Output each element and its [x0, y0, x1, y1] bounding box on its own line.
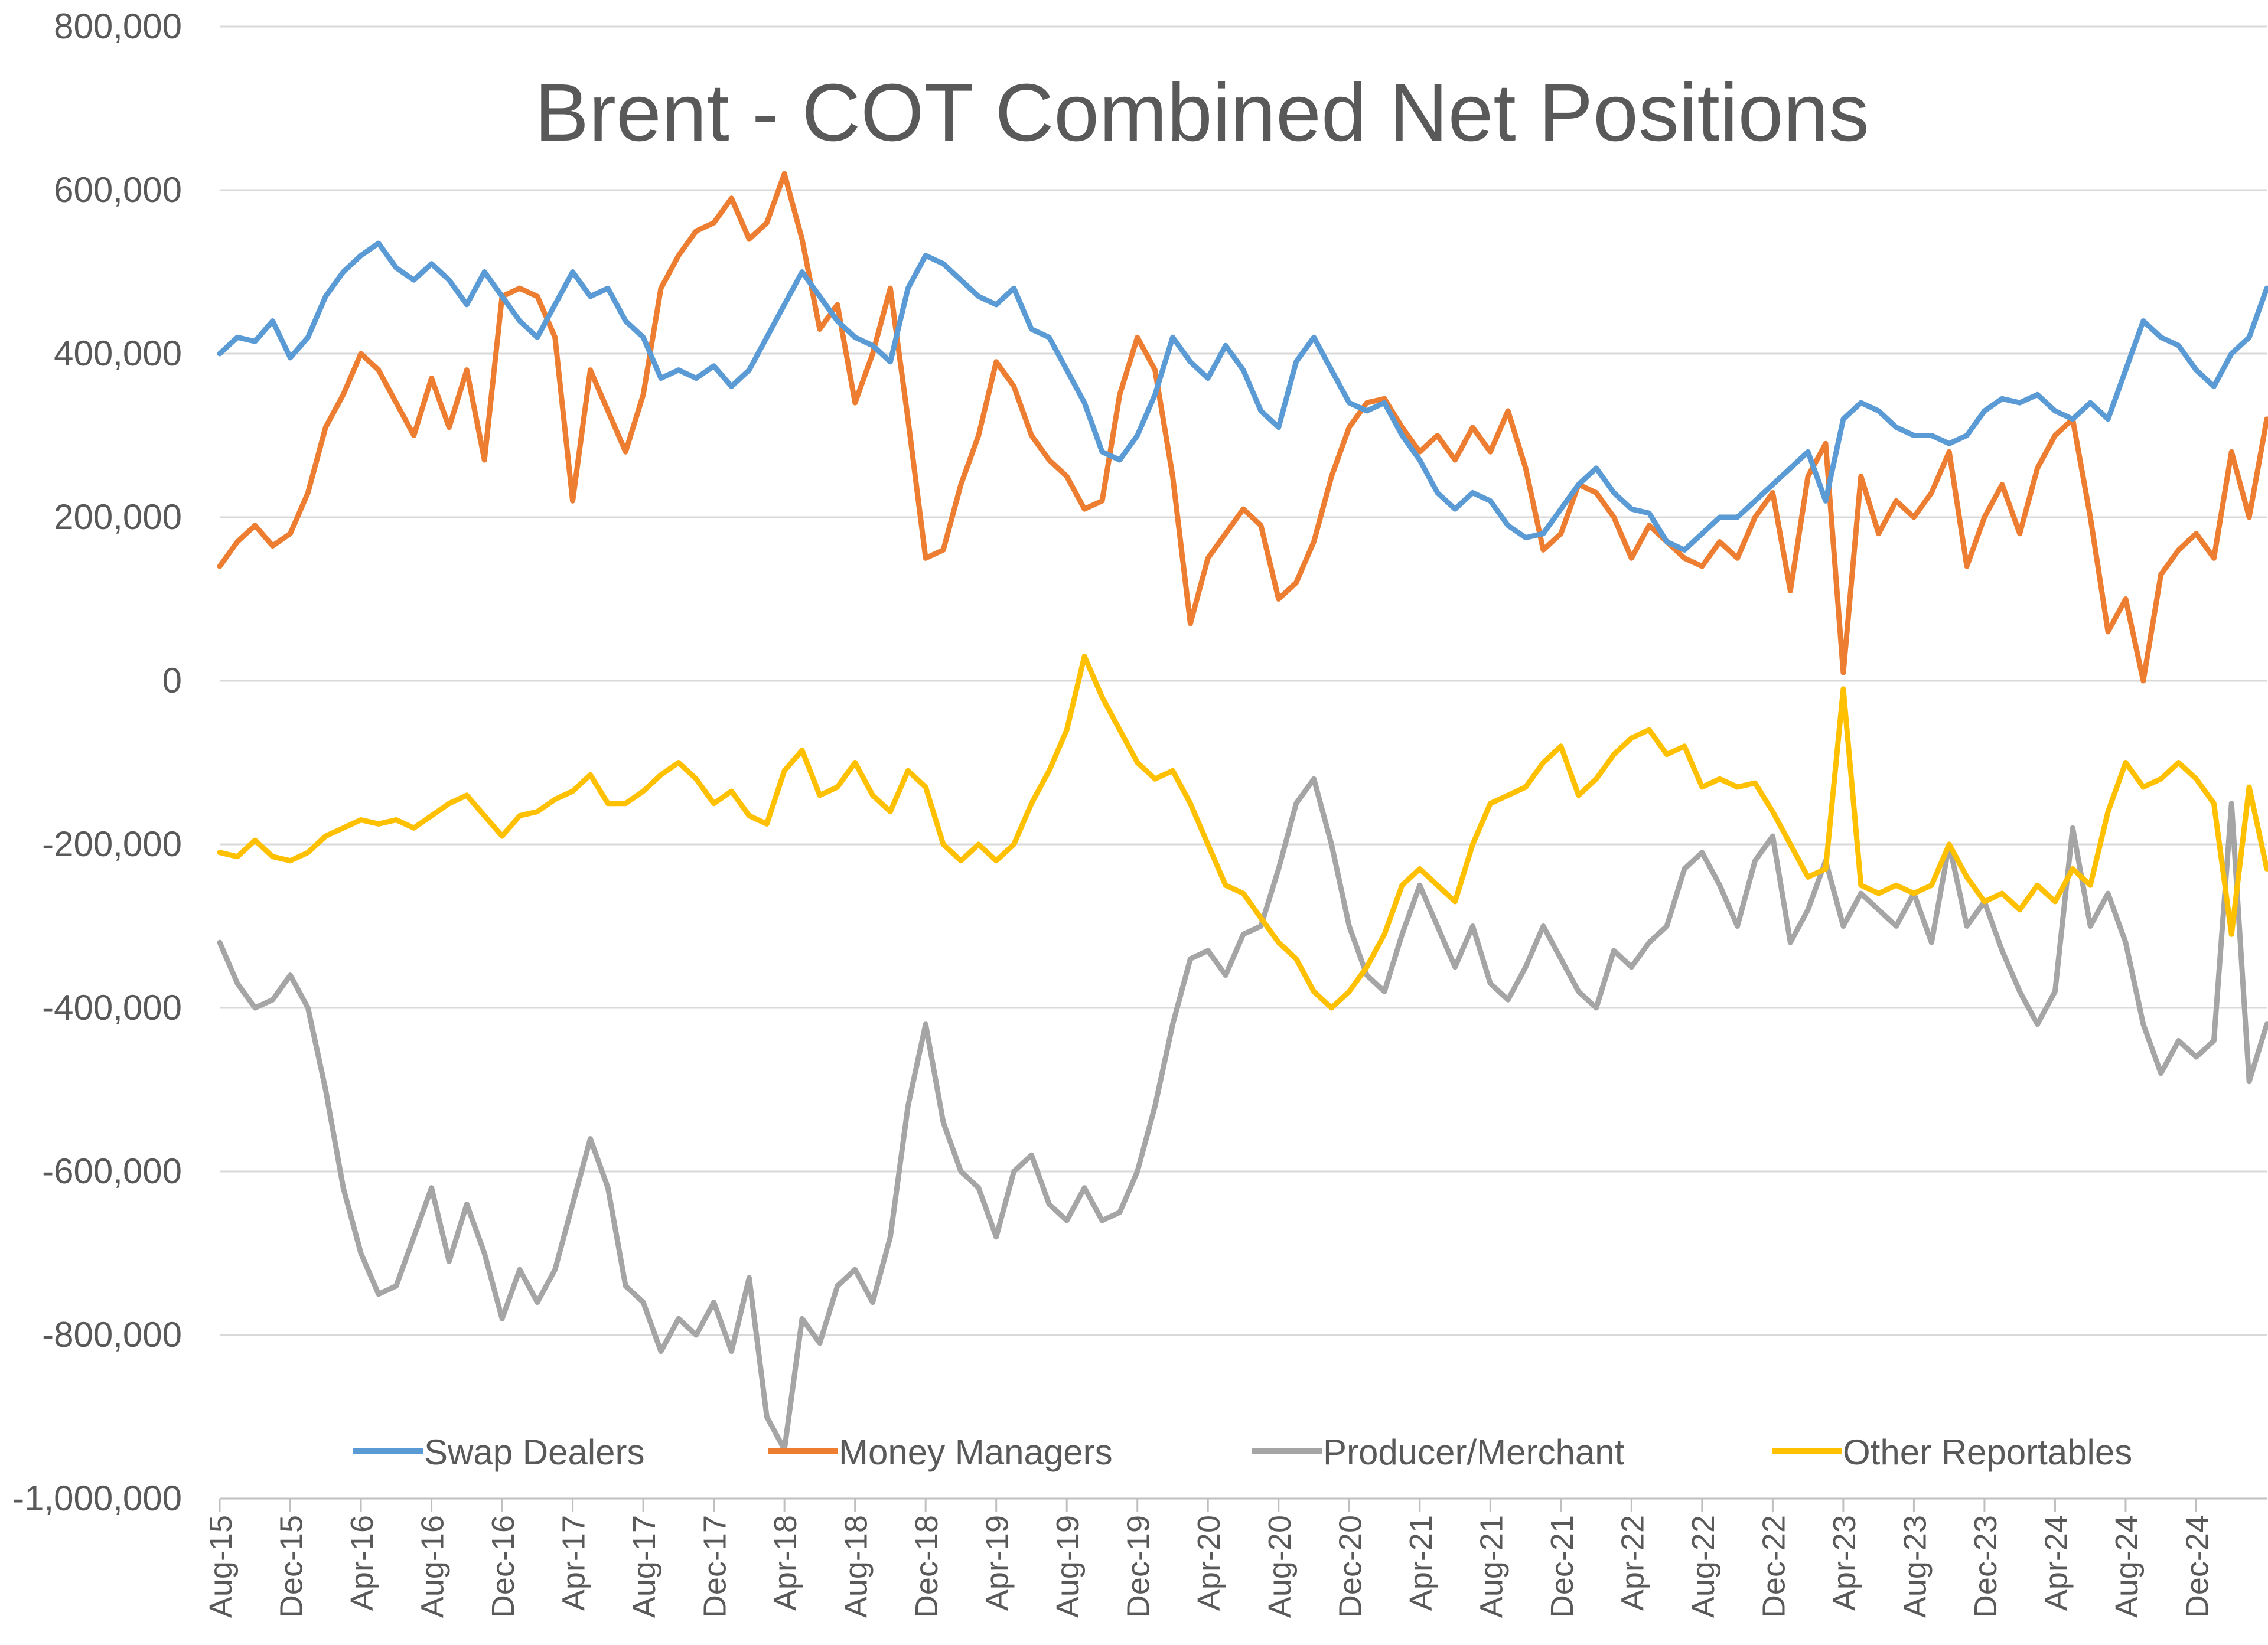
x-tick-label: Aug-17: [627, 1515, 662, 1618]
x-tick-label: Dec-24: [2179, 1515, 2215, 1618]
x-tick-label: Apr-18: [768, 1515, 803, 1611]
x-tick-label: Apr-23: [1827, 1515, 1862, 1611]
x-tick-label: Aug-24: [2109, 1515, 2145, 1618]
legend: Swap Dealers Money Managers Producer/Merch…: [353, 1432, 2132, 1472]
x-tick-label: Dec-17: [698, 1515, 733, 1618]
series-lines: [217, 171, 2268, 1453]
legend-label: Other Reportables: [1843, 1432, 2132, 1472]
x-tick-label: Apr-17: [556, 1515, 592, 1611]
legend-label: Money Managers: [839, 1432, 1113, 1472]
x-tick-label: Aug-21: [1474, 1515, 1509, 1618]
y-tick-label: -1,000,000: [12, 1478, 182, 1518]
x-tick-label: Aug-18: [839, 1515, 874, 1618]
x-tick-label: Dec-15: [274, 1515, 309, 1618]
y-tick-label: 0: [162, 661, 182, 700]
x-tick-label: Apr-20: [1191, 1515, 1227, 1611]
y-tick-label: -600,000: [42, 1151, 182, 1191]
x-tick-label: Aug-22: [1686, 1515, 1721, 1618]
y-tick-label: 600,000: [54, 170, 182, 210]
x-tick-label: Dec-16: [485, 1515, 521, 1618]
y-tick-label: 800,000: [54, 6, 182, 46]
x-tick-label: Aug-20: [1262, 1515, 1298, 1618]
legend-label: Producer/Merchant: [1323, 1432, 1625, 1472]
y-tick-label: -800,000: [42, 1315, 182, 1354]
x-tick-label: Aug-19: [1050, 1515, 1086, 1618]
y-tick-label: -200,000: [42, 824, 182, 864]
x-tick-label: Dec-21: [1544, 1515, 1580, 1618]
chart-title: Brent - COT Combined Net Positions: [535, 67, 1869, 158]
x-tick-label: Apr-19: [980, 1515, 1015, 1611]
y-tick-label: 200,000: [54, 497, 182, 537]
x-tick-label: Dec-20: [1332, 1515, 1368, 1618]
series-line-money-managers: [217, 171, 2268, 684]
legend-label: Swap Dealers: [424, 1432, 645, 1472]
series-line-producer-merchant: [217, 776, 2268, 1453]
series-line-swap-dealers: [217, 240, 2268, 553]
y-axis: 800,000 600,000 400,000 200,000 0 -200,000 -40…: [12, 6, 182, 1518]
x-tick-label: Aug-15: [203, 1515, 239, 1618]
x-tick-label: Dec-19: [1121, 1515, 1156, 1618]
y-tick-label: -400,000: [42, 988, 182, 1027]
gridlines: [220, 25, 2267, 1336]
x-tick-label: Aug-23: [1897, 1515, 1933, 1618]
x-tick-label: Apr-22: [1615, 1515, 1650, 1611]
x-tick-label: Apr-16: [344, 1515, 380, 1611]
x-tick-label: Dec-18: [909, 1515, 944, 1618]
x-tick-label: Apr-24: [2038, 1515, 2074, 1611]
x-tick-label: Aug-16: [415, 1515, 451, 1618]
x-axis: Aug-15 Dec-15 Apr-16 Aug-16 Dec-16 Apr-17 Aug-…: [203, 1497, 2267, 1618]
x-tick-label: Apr-21: [1403, 1515, 1439, 1611]
series-line-other-reportables: [217, 654, 2268, 1011]
y-tick-label: 400,000: [54, 334, 182, 373]
x-tick-label: Dec-23: [1968, 1515, 2003, 1618]
x-tick-label: Dec-22: [1756, 1515, 1791, 1618]
